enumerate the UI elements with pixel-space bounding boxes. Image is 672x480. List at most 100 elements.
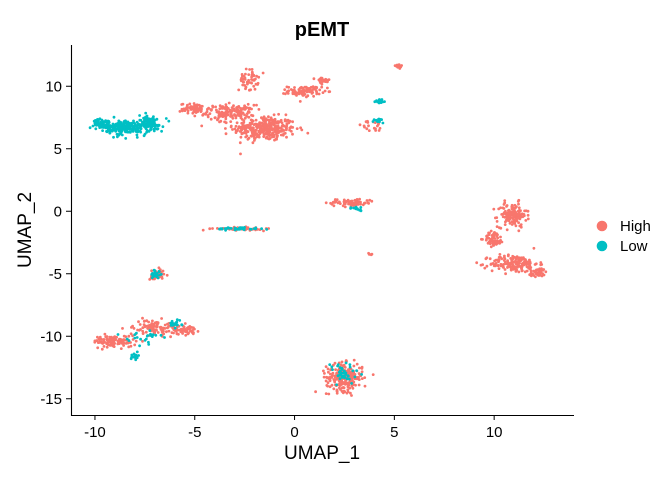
data-point: [134, 358, 138, 362]
data-point: [206, 114, 210, 117]
data-point: [182, 107, 186, 111]
data-point: [516, 213, 520, 217]
data-point: [329, 372, 332, 376]
data-point: [186, 111, 190, 115]
data-point: [225, 105, 229, 109]
data-point: [257, 108, 261, 111]
data-point: [360, 373, 363, 376]
data-point: [209, 117, 213, 121]
legend: High Low: [596, 218, 651, 255]
data-point: [400, 64, 403, 67]
data-point: [358, 197, 361, 201]
data-point: [156, 331, 160, 334]
data-point: [137, 328, 141, 332]
data-point: [107, 338, 110, 342]
data-point: [342, 386, 346, 390]
data-point: [112, 336, 116, 339]
data-point: [248, 227, 252, 231]
data-point: [372, 126, 376, 130]
data-point: [330, 375, 334, 379]
data-point: [322, 369, 325, 373]
data-point: [338, 370, 342, 374]
data-point: [526, 213, 530, 217]
data-point: [286, 92, 290, 95]
data-point: [256, 81, 260, 85]
data-point: [346, 381, 349, 385]
data-point: [537, 271, 541, 275]
data-point: [517, 262, 520, 265]
data-point: [233, 109, 237, 113]
data-point: [148, 278, 152, 281]
data-point: [330, 202, 334, 206]
data-point: [311, 88, 315, 91]
data-point: [363, 125, 366, 129]
data-point: [103, 340, 106, 344]
data-point: [505, 214, 509, 217]
data-point: [247, 73, 251, 76]
data-point: [338, 386, 341, 390]
data-point: [492, 239, 495, 243]
data-point: [133, 343, 137, 347]
data-point: [319, 80, 323, 84]
data-point: [95, 121, 99, 125]
data-point: [518, 265, 522, 268]
data-point: [255, 103, 258, 107]
data-point: [250, 81, 254, 85]
data-point: [520, 269, 524, 273]
data-point: [485, 264, 489, 268]
data-point: [243, 104, 247, 108]
data-point: [491, 236, 494, 240]
data-point: [208, 227, 212, 231]
data-point: [517, 206, 521, 210]
data-point: [266, 128, 269, 132]
data-point: [534, 270, 538, 274]
data-point: [485, 237, 489, 240]
data-point: [132, 355, 136, 359]
data-point: [280, 121, 284, 125]
data-point: [319, 76, 323, 80]
data-point: [174, 329, 177, 333]
data-point: [119, 126, 123, 130]
data-point: [153, 328, 157, 332]
data-point: [328, 363, 332, 366]
data-point: [124, 137, 128, 140]
data-point: [161, 327, 165, 331]
data-point: [123, 125, 126, 129]
data-point: [343, 375, 347, 379]
data-point: [105, 130, 109, 134]
data-point: [122, 344, 125, 347]
data-point: [200, 104, 204, 108]
data-point: [144, 337, 148, 341]
data-point: [173, 326, 177, 330]
data-point: [310, 92, 314, 95]
data-point: [160, 129, 164, 133]
data-point: [121, 339, 125, 343]
data-point: [128, 125, 132, 129]
data-point: [327, 392, 331, 396]
data-point: [144, 111, 148, 115]
data-point: [221, 105, 225, 108]
data-point: [175, 318, 179, 321]
data-point: [100, 337, 103, 341]
data-point: [293, 86, 296, 89]
data-point: [250, 78, 253, 81]
data-point: [508, 217, 512, 221]
data-point: [374, 118, 378, 122]
data-point: [479, 263, 483, 267]
data-point: [166, 322, 169, 326]
data-point: [147, 119, 151, 123]
data-point: [278, 126, 282, 130]
data-point: [239, 135, 243, 139]
data-point: [135, 133, 139, 137]
data-point: [502, 203, 506, 206]
data-point: [325, 384, 329, 387]
data-point: [220, 227, 224, 231]
data-point: [480, 237, 483, 241]
data-point: [333, 361, 337, 365]
data-point: [528, 273, 532, 277]
data-point: [224, 228, 228, 232]
data-point: [274, 127, 278, 131]
data-point: [484, 257, 488, 261]
data-point: [503, 223, 507, 227]
data-point: [505, 204, 509, 207]
